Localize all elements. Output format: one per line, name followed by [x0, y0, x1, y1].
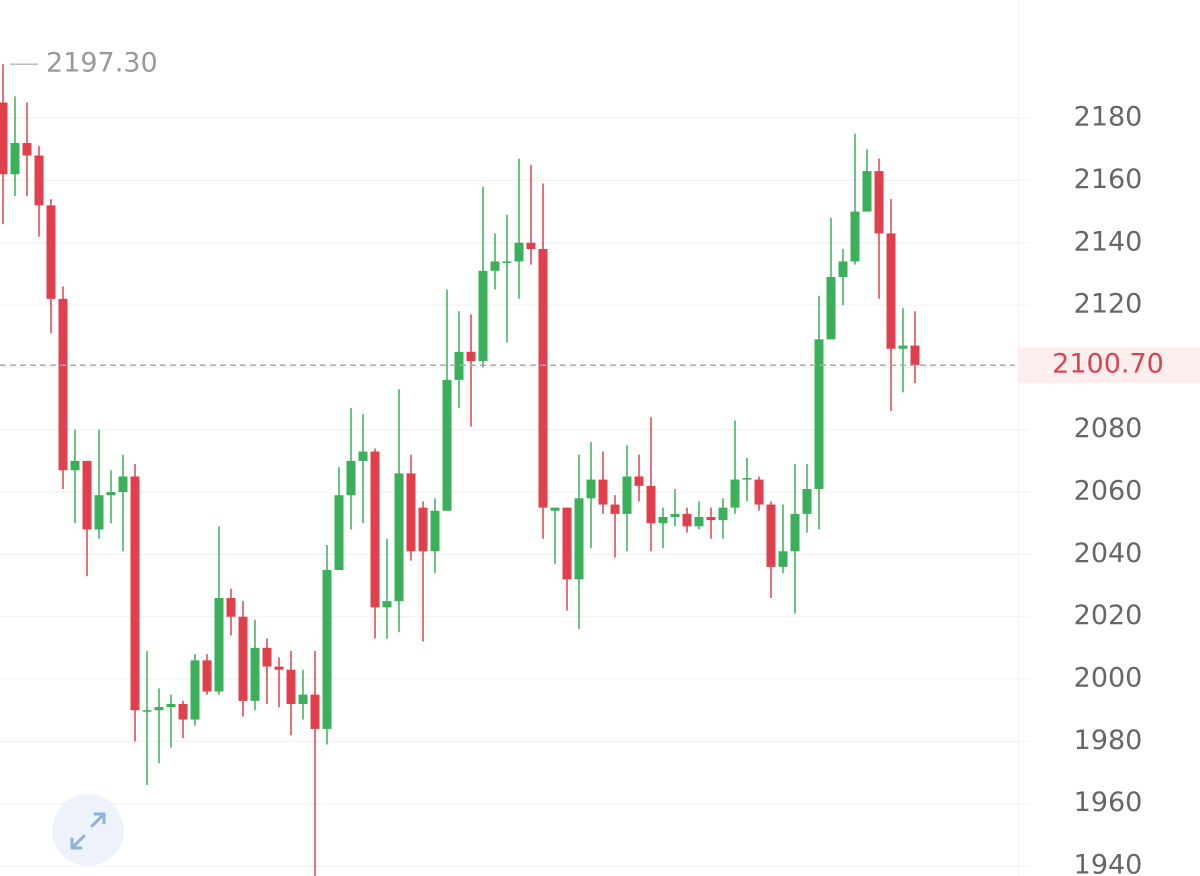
candle-body [874, 171, 884, 234]
candle-body [106, 492, 116, 496]
candle-body [478, 270, 488, 362]
y-tick-label: 2020 [1074, 600, 1143, 631]
candle-body [274, 666, 284, 670]
candle-body [166, 703, 176, 708]
candle-body [598, 479, 608, 505]
candle-body [646, 485, 656, 524]
y-tick-label: 2160 [1074, 164, 1143, 195]
candle-body [154, 707, 164, 711]
last-price-box [1018, 347, 1200, 384]
candle-body [610, 504, 620, 514]
candle-body [334, 495, 344, 570]
y-tick-label: 2000 [1074, 663, 1143, 694]
candle-body [202, 660, 212, 692]
y-tick-label: 1960 [1074, 787, 1143, 818]
candle-body [10, 143, 20, 175]
candle-body [766, 504, 776, 567]
candle-body [310, 694, 320, 729]
candle-body [910, 345, 920, 366]
candle-body [574, 498, 584, 580]
candle-body [322, 569, 332, 729]
candle-body [826, 277, 836, 340]
candle-body [814, 339, 824, 489]
candle-body [538, 248, 548, 508]
y-tick-label: 2140 [1074, 226, 1143, 257]
candle-body [418, 507, 428, 552]
candle-body [58, 298, 68, 471]
candle-body [94, 495, 104, 530]
candle-body [442, 379, 452, 511]
y-tick-label: 1980 [1074, 725, 1143, 756]
candle-body [0, 102, 8, 175]
expand-icon[interactable] [70, 812, 106, 850]
candle-body [46, 205, 56, 299]
candle-body [358, 451, 368, 461]
expand-button-bg[interactable] [52, 794, 124, 866]
candle-body [370, 451, 380, 608]
high-label: 2197.30 [46, 48, 158, 79]
y-tick-label: 2180 [1074, 102, 1143, 133]
y-tick-label: 2120 [1074, 289, 1143, 320]
candle-body [706, 516, 716, 521]
candle-body [682, 513, 692, 527]
candle-body [214, 598, 224, 692]
candle-body [70, 460, 80, 471]
candle-body [742, 478, 752, 480]
candle-body [430, 510, 440, 552]
candle-body [718, 507, 728, 521]
y-tick-label: 2060 [1074, 476, 1143, 507]
candle-body [730, 479, 740, 508]
y-tick-label: 1940 [1074, 850, 1143, 876]
candle-body [298, 694, 308, 704]
candle-body [238, 616, 248, 701]
candle-body [790, 513, 800, 552]
candle-body [250, 647, 260, 701]
candle-body [118, 476, 128, 493]
candle-body [502, 261, 512, 263]
candle-body [466, 351, 476, 362]
candle-body [190, 660, 200, 720]
low-label: 1936.54 [358, 874, 470, 876]
candle-body [262, 647, 272, 667]
candle-body [754, 479, 764, 505]
candle-body [346, 460, 356, 496]
candle-body [658, 516, 668, 524]
candle-body [286, 669, 296, 704]
expand-button[interactable] [52, 794, 124, 866]
candle-body [490, 261, 500, 271]
candle-body [802, 488, 812, 514]
candle-body [586, 479, 596, 499]
candle-body [838, 261, 848, 278]
candle-body [694, 516, 704, 527]
candle-body [850, 211, 860, 262]
candle-body [178, 703, 188, 720]
y-tick-label: 2040 [1074, 538, 1143, 569]
candle-body [562, 507, 572, 580]
candle-body [130, 476, 140, 711]
candle-body [898, 345, 908, 349]
candle-body [406, 473, 416, 552]
candle-body [634, 476, 644, 486]
candle-body [226, 598, 236, 617]
candle-body [886, 233, 896, 349]
candle-body [22, 143, 32, 156]
candle-body [454, 351, 464, 380]
candle-body [622, 476, 632, 514]
candle-body [514, 242, 524, 262]
candle-body [34, 155, 44, 206]
candle-body [550, 507, 560, 511]
candle-body [670, 513, 680, 517]
candle-body [382, 601, 392, 608]
candle-body [526, 242, 536, 249]
last-price-label: 2100.70 [1052, 349, 1164, 380]
candle-body [82, 460, 92, 530]
candle-body [394, 473, 404, 602]
candle-body [778, 551, 788, 567]
candle-body [142, 710, 152, 712]
candle-body [862, 171, 872, 212]
y-tick-label: 2080 [1074, 413, 1143, 444]
